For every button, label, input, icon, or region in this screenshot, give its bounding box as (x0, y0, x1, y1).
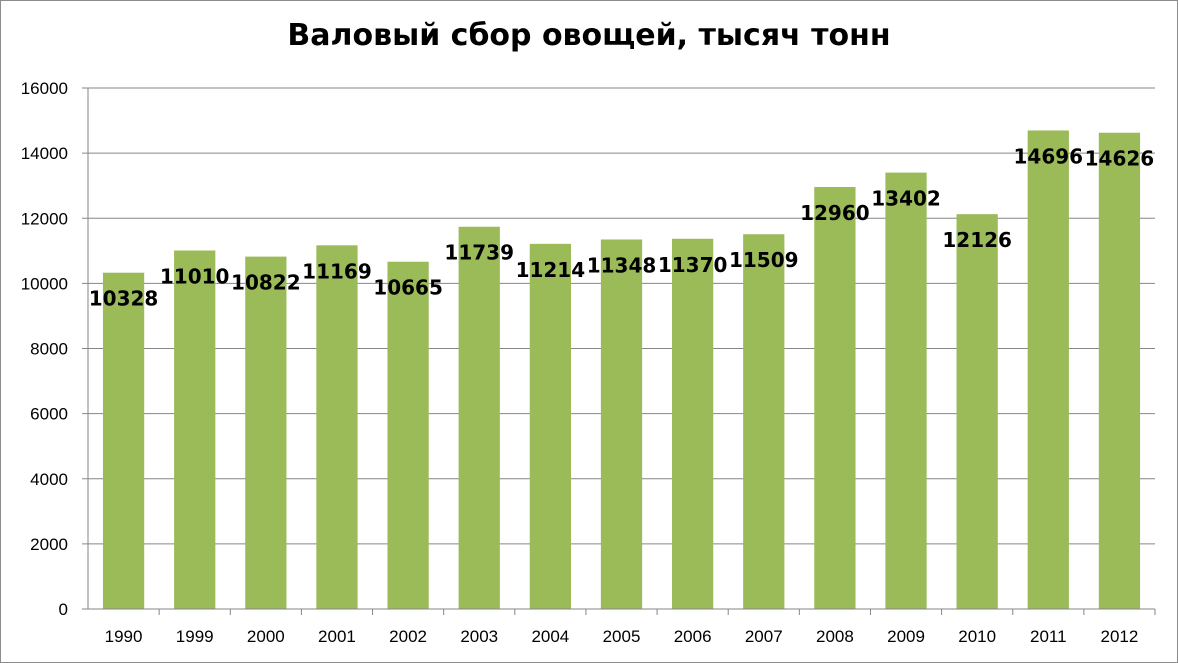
bar (316, 245, 358, 609)
x-tick-label: 2003 (460, 627, 498, 646)
bars (102, 130, 1141, 610)
y-tick-label: 2000 (30, 535, 68, 554)
x-tick-label: 2002 (389, 627, 427, 646)
x-tick-label: 2001 (318, 627, 356, 646)
axes (82, 87, 1156, 615)
data-label: 11010 (160, 264, 230, 288)
x-tick-label: 2012 (1101, 627, 1139, 646)
data-label: 14626 (1085, 147, 1155, 171)
data-label: 11370 (658, 253, 728, 277)
data-label: 12960 (800, 201, 870, 225)
x-tick-label: 2011 (1030, 627, 1067, 646)
bar (458, 226, 500, 609)
y-tick-label: 16000 (21, 79, 68, 98)
data-label: 10665 (373, 276, 443, 300)
y-tick-label: 10000 (21, 274, 68, 293)
data-label: 11169 (302, 259, 372, 283)
data-label: 11348 (587, 253, 657, 277)
bar (743, 234, 785, 609)
data-label: 14696 (1014, 144, 1084, 168)
bar (956, 214, 998, 609)
x-tick-label: 2006 (674, 627, 712, 646)
bar (672, 238, 714, 609)
data-label: 11739 (444, 241, 514, 265)
y-tick-label: 4000 (30, 470, 68, 489)
x-tick-label: 1999 (176, 627, 214, 646)
bar (529, 243, 571, 610)
x-tick-label: 2007 (745, 627, 783, 646)
bar (1027, 130, 1069, 610)
x-tick-label: 2008 (816, 627, 854, 646)
x-tick-label: 2000 (247, 627, 285, 646)
data-label: 11214 (516, 258, 586, 282)
x-tick-label: 2004 (531, 627, 569, 646)
bar (102, 272, 145, 609)
x-tick-label: 2009 (887, 627, 925, 646)
bar (814, 186, 856, 610)
bar (174, 250, 216, 609)
bar (387, 261, 429, 609)
data-label: 11509 (729, 248, 799, 272)
bar (1098, 132, 1141, 609)
y-tick-label: 8000 (30, 340, 68, 359)
chart-title: Валовый сбор овощей, тысяч тонн (287, 18, 891, 53)
y-tick-label: 0 (59, 600, 68, 619)
x-tick-label: 2005 (603, 627, 641, 646)
data-label: 10822 (231, 271, 301, 295)
x-tick-label: 1990 (105, 627, 143, 646)
data-label: 13402 (871, 187, 941, 211)
x-tick-labels: 1990 1999 2000 2001 2002 2003 2004 2005 2006 2007… (105, 627, 1139, 646)
data-label: 12126 (942, 228, 1012, 252)
bar (245, 256, 287, 609)
y-tick-label: 6000 (30, 405, 68, 424)
x-tick-label: 2010 (958, 627, 996, 646)
y-tick-labels: 0 2000 4000 6000 8000 10000 12000 14000 16000 (21, 79, 68, 619)
y-tick-label: 12000 (21, 209, 68, 228)
bar (885, 172, 927, 609)
bar (600, 239, 643, 609)
data-label: 10328 (89, 287, 159, 311)
y-tick-label: 14000 (21, 144, 68, 163)
